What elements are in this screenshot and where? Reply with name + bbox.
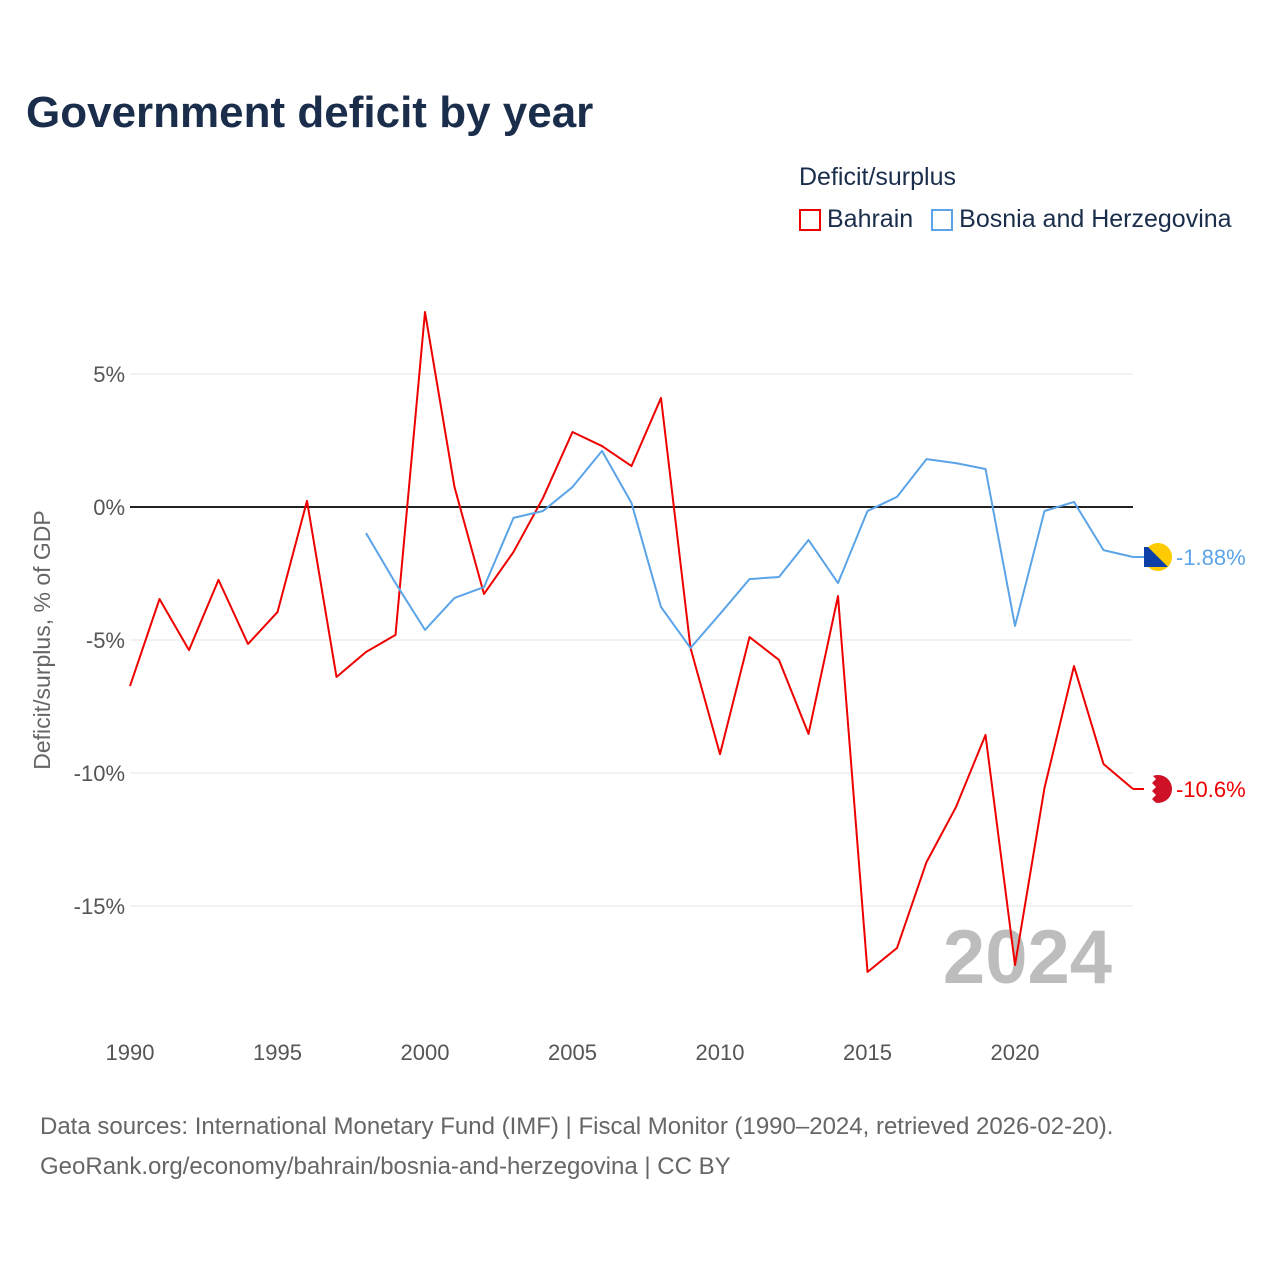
flag-serration <box>1144 774 1156 803</box>
x-tick-label: 2010 <box>696 1040 745 1065</box>
end-value-label-bahrain: -10.6% <box>1176 777 1246 802</box>
legend-item-bosnia[interactable]: Bosnia and Herzegovina <box>931 205 1232 234</box>
flag-triangle <box>1144 547 1168 568</box>
series-line-bosnia <box>365 449 1134 649</box>
y-tick-label: -10% <box>74 761 125 786</box>
legend: Bahrain Bosnia and Herzegovina <box>799 205 1232 234</box>
y-tick-label: 0% <box>93 495 125 520</box>
legend-label: Bahrain <box>827 205 914 233</box>
source-link[interactable]: GeoRank.org/economy/bahrain/bosnia-and-h… <box>40 1153 731 1180</box>
legend-label: Bosnia and Herzegovina <box>959 205 1232 233</box>
x-tick-label: 2000 <box>401 1040 450 1065</box>
legend-item-bahrain[interactable]: Bahrain <box>799 205 913 234</box>
year-watermark: 2024 <box>943 915 1112 1000</box>
y-tick-label: -15% <box>74 894 125 919</box>
data-source-text: Data sources: International Monetary Fun… <box>40 1113 1114 1140</box>
chart-title: Government deficit by year <box>26 88 594 137</box>
end-value-label-bosnia: -1.88% <box>1176 545 1246 570</box>
series-line-bahrain <box>129 311 1134 973</box>
x-tick-label: 1990 <box>106 1040 155 1065</box>
legend-swatch-bahrain <box>799 208 821 231</box>
footer: Data sources: International Monetary Fun… <box>40 1107 1113 1187</box>
y-axis-label: Deficit/surplus, % of GDP <box>29 510 55 769</box>
x-tick-label: 2015 <box>843 1040 892 1065</box>
x-tick-label: 2020 <box>991 1040 1040 1065</box>
legend-title: Deficit/surplus <box>799 163 956 191</box>
x-tick-label: 2005 <box>548 1040 597 1065</box>
x-tick-label: 1995 <box>253 1040 302 1065</box>
y-tick-label: 5% <box>93 362 125 387</box>
legend-swatch-bosnia <box>931 208 954 231</box>
y-tick-label: -5% <box>86 628 125 653</box>
